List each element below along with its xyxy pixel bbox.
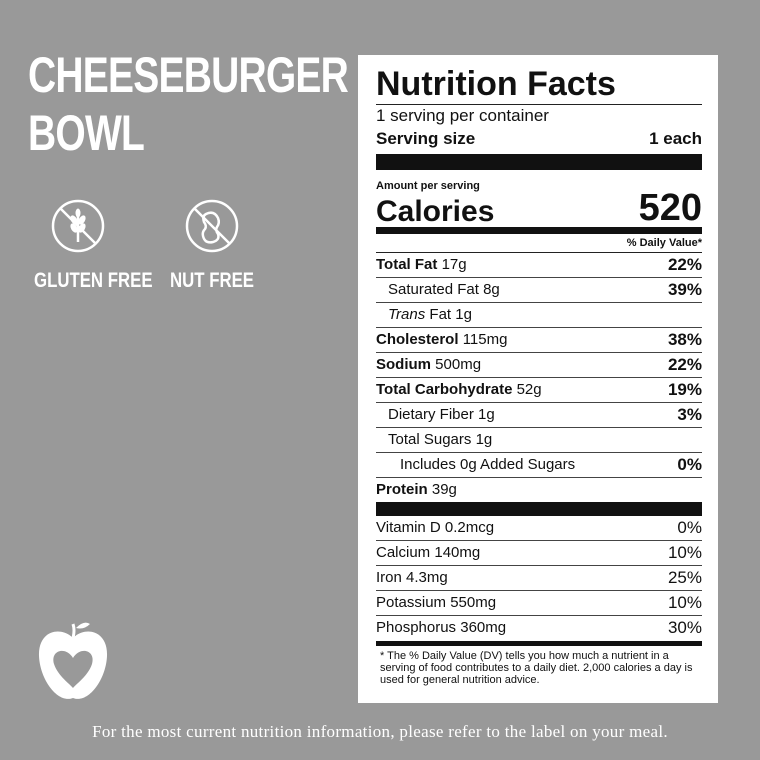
vitamin-name: Potassium — [376, 594, 447, 611]
serving-size-value: 1 each — [649, 129, 702, 148]
nutrient-name: Saturated Fat — [388, 281, 479, 298]
nutrient-row: Protein 39g — [376, 478, 702, 502]
amount-per-serving: Amount per serving — [376, 180, 480, 192]
nutrient-name: Includes 0g Added Sugars — [400, 456, 576, 473]
nutrient-amount: 1g — [478, 406, 495, 423]
nutrient-amount: 17g — [441, 256, 467, 273]
nutrient-amount: 1g — [455, 306, 472, 323]
serving-size-label: Serving size — [376, 129, 476, 148]
divider — [376, 641, 702, 646]
nutrient-amount: 39g — [431, 481, 457, 498]
title-line: BOWL — [28, 105, 145, 161]
nutrient-dv: 22% — [667, 355, 702, 374]
calories-value: 520 — [638, 187, 702, 229]
nutrient-dv: 3% — [677, 405, 702, 424]
nutrient-row: Dietary Fiber 1g 3% — [376, 403, 702, 428]
vitamin-name: Phosphorus — [376, 619, 457, 636]
nutrient-name: Sodium — [376, 356, 431, 373]
vitamin-amount: 550mg — [450, 594, 497, 611]
vitamin-dv: 25% — [667, 568, 702, 587]
calories: Calories 520 — [376, 189, 702, 234]
nutrient-name-italic: Trans — [388, 306, 426, 323]
nutrient-name: Fat — [429, 306, 452, 323]
nutrient-name: Protein — [376, 481, 428, 498]
divider — [376, 154, 702, 170]
footnote: * The % Daily Value (DV) tells you how m… — [380, 650, 693, 686]
title-line: CHEESEBURGER — [28, 47, 349, 103]
servings: 1 serving per container — [376, 106, 549, 125]
dv-header: % Daily Value* — [376, 234, 702, 253]
vitamin-amount: 140mg — [434, 544, 481, 561]
vitamin-name: Iron — [376, 569, 402, 586]
vitamin-amount: 0.2mcg — [444, 519, 495, 536]
nutrient-amount: 500mg — [435, 356, 482, 373]
nutrient-row: Saturated Fat 8g 39% — [376, 278, 702, 303]
nutrient-name: Total Sugars — [388, 431, 472, 448]
nutrient-row: Total Carbohydrate 52g 19% — [376, 378, 702, 403]
calories-label: Calories — [376, 195, 495, 228]
nutrient-name: Cholesterol — [376, 331, 459, 348]
nutrient-amount: 8g — [483, 281, 500, 298]
nutrient-row: Cholesterol 115mg 38% — [376, 328, 702, 353]
nutrient-dv: 0% — [677, 455, 702, 474]
vitamin-row: Phosphorus 360mg 30% — [376, 616, 702, 640]
vitamin-amount: 4.3mg — [406, 569, 448, 586]
nut-icon — [185, 199, 239, 253]
nutrient-amount: 1g — [475, 431, 493, 448]
nutrient-dv: 22% — [667, 255, 702, 274]
nutrient-name: Total Fat — [376, 256, 438, 273]
divider — [376, 502, 702, 516]
nutrient-row: Includes 0g Added Sugars 0% — [376, 453, 702, 478]
gluten-icon — [51, 199, 105, 253]
product-title: CHEESEBURGER BOWL — [28, 46, 438, 162]
nutrient-dv: 38% — [667, 330, 702, 349]
vitamin-row: Vitamin D 0.2mcg 0% — [376, 516, 702, 541]
badge-label: GLUTEN FREE — [34, 269, 153, 292]
vitamin-dv: 30% — [667, 618, 702, 637]
nutrition-label: Nutrition Facts 1 serving per container … — [358, 55, 718, 703]
footer-note: For the most current nutrition informati… — [92, 722, 668, 741]
vitamin-row: Potassium 550mg 10% — [376, 591, 702, 616]
badge-label: NUT FREE — [170, 269, 254, 292]
vitamin-dv: 10% — [667, 543, 702, 562]
serving-size: Serving size 1 each — [376, 127, 702, 151]
vitamin-amount: 360mg — [460, 619, 507, 636]
badge: NUT FREE — [157, 198, 267, 293]
nutrient-amount: 115mg — [462, 331, 508, 348]
nutrient-name: Dietary Fiber — [388, 406, 474, 423]
nutrient-amount: 52g — [516, 381, 542, 398]
vitamin-dv: 10% — [667, 593, 702, 612]
vitamin-dv: 0% — [677, 518, 702, 537]
label-title: Nutrition Facts — [376, 64, 702, 105]
vitamin-name: Vitamin D — [376, 519, 441, 536]
nutrient-row: Trans Fat 1g — [376, 303, 702, 328]
nutrient-row: Total Sugars 1g — [376, 428, 702, 453]
vitamin-row: Iron 4.3mg 25% — [376, 566, 702, 591]
nutrient-name: Total Carbohydrate — [376, 381, 513, 398]
nutrient-row: Sodium 500mg 22% — [376, 353, 702, 378]
badge: GLUTEN FREE — [23, 198, 153, 293]
vitamin-row: Calcium 140mg 10% — [376, 541, 702, 566]
nutrient-dv: 19% — [667, 380, 702, 399]
vitamin-name: Calcium — [376, 544, 431, 561]
logo — [38, 622, 108, 699]
nutrient-dv: 39% — [667, 280, 702, 299]
nutrient-row: Total Fat 17g 22% — [376, 253, 702, 278]
